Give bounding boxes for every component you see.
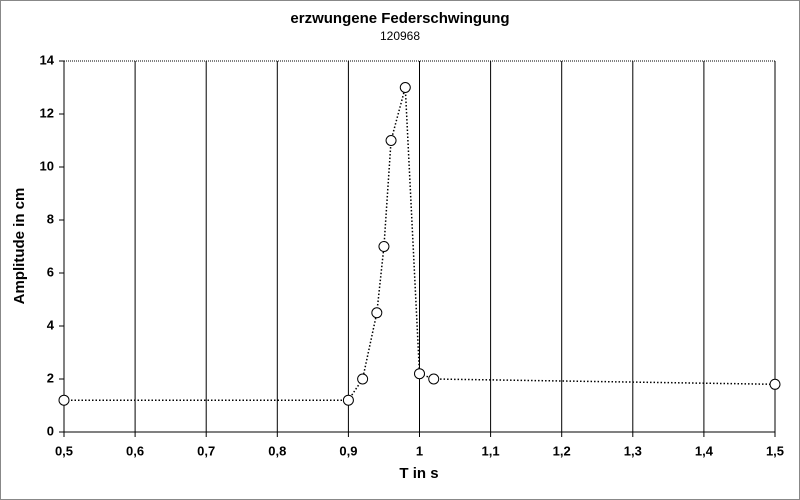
y-tick-label: 0 xyxy=(47,423,54,438)
x-tick-label: 1,1 xyxy=(482,443,500,458)
x-tick-label: 1,3 xyxy=(624,443,642,458)
data-point xyxy=(385,135,397,146)
data-line xyxy=(64,87,776,401)
x-tick-label: 1,2 xyxy=(553,443,571,458)
x-tick-label: 1,4 xyxy=(695,443,714,458)
data-point xyxy=(342,394,354,406)
data-point xyxy=(399,82,411,93)
x-tick-label: 0,8 xyxy=(268,443,286,458)
y-tick-label: 12 xyxy=(40,105,54,120)
x-tick-label: 1,5 xyxy=(766,443,784,458)
x-tick-label: 1 xyxy=(416,443,423,458)
y-tick-label: 8 xyxy=(47,211,54,226)
data-point xyxy=(378,241,390,252)
x-tick-label: 0,6 xyxy=(126,443,144,458)
data-point xyxy=(769,378,781,390)
x-axis-label: T in s xyxy=(399,465,438,482)
y-axis-label: Amplitude in cm xyxy=(11,188,28,305)
x-tick-label: 0,9 xyxy=(339,443,357,458)
y-tick-label: 4 xyxy=(47,317,55,332)
data-point xyxy=(414,368,425,380)
y-tick-label: 10 xyxy=(40,158,54,173)
x-tick-label: 0,7 xyxy=(197,443,215,458)
y-tick-label: 2 xyxy=(47,370,54,385)
data-point xyxy=(357,373,369,385)
y-tick-label: 6 xyxy=(47,264,54,279)
chart-subtitle: 120968 xyxy=(380,29,420,43)
data-point xyxy=(58,394,70,406)
y-tick-label: 14 xyxy=(40,52,55,67)
data-point xyxy=(371,307,383,319)
data-point xyxy=(428,373,440,385)
chart-title: erzwungene Federschwingung xyxy=(290,10,509,27)
x-tick-label: 0,5 xyxy=(55,443,73,458)
